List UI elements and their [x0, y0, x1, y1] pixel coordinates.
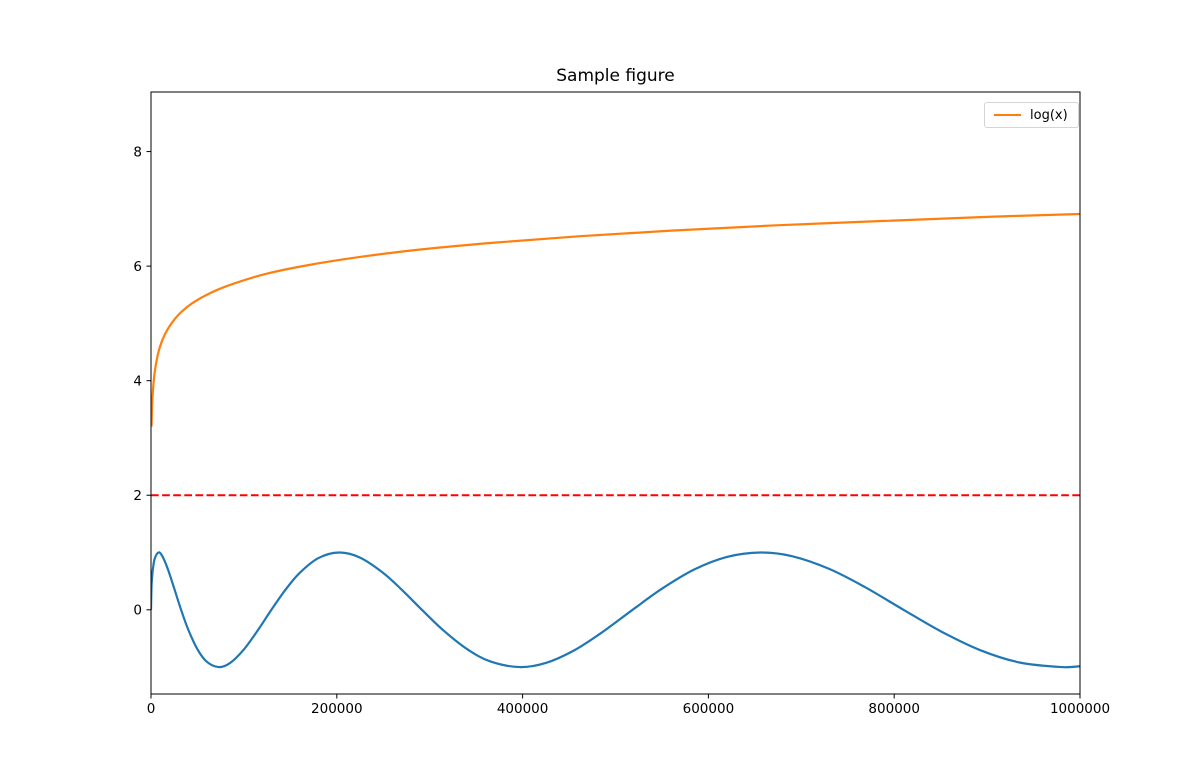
legend-line-sample	[994, 114, 1021, 116]
y-tick-label: 6	[133, 259, 142, 275]
x-tick-label: 600000	[683, 701, 735, 717]
chart-title: Sample figure	[556, 66, 675, 86]
log-curve	[151, 212, 1080, 427]
legend: log(x)	[984, 102, 1079, 128]
x-tick-label: 1000000	[1050, 701, 1110, 717]
x-tick-label: 400000	[497, 701, 549, 717]
y-tick-label: 2	[133, 488, 142, 504]
x-axis: 0 200000 400000 600000 800000 1000000	[147, 694, 1110, 717]
y-tick-label: 4	[133, 373, 142, 389]
y-tick-label: 0	[133, 603, 142, 619]
plot-border	[150, 91, 1081, 695]
y-axis: 0 2 4 6 8	[133, 144, 151, 619]
y-tick-label: 8	[133, 144, 142, 160]
legend-label: log(x)	[1030, 107, 1068, 123]
x-tick-label: 800000	[868, 701, 920, 717]
x-tick-label: 0	[147, 701, 156, 717]
sine-curve	[151, 551, 1080, 669]
x-tick-label: 200000	[311, 701, 363, 717]
